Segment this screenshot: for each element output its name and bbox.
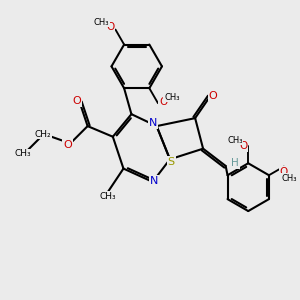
Text: CH₂: CH₂ (34, 130, 51, 139)
Text: CH₃: CH₃ (99, 192, 116, 201)
Text: CH₃: CH₃ (281, 174, 297, 183)
Text: CH₃: CH₃ (94, 18, 110, 27)
Text: CH₃: CH₃ (164, 93, 179, 102)
Text: O: O (208, 91, 217, 100)
Text: O: O (63, 140, 72, 150)
Text: S: S (168, 157, 175, 167)
Text: O: O (159, 97, 167, 107)
Text: N: N (148, 118, 157, 128)
Text: CH₃: CH₃ (14, 149, 31, 158)
Text: O: O (280, 167, 288, 177)
Text: O: O (239, 141, 247, 151)
Text: N: N (150, 176, 158, 185)
Text: O: O (73, 96, 81, 106)
Text: H: H (231, 158, 239, 168)
Text: CH₃: CH₃ (227, 136, 243, 145)
Text: O: O (106, 22, 114, 32)
